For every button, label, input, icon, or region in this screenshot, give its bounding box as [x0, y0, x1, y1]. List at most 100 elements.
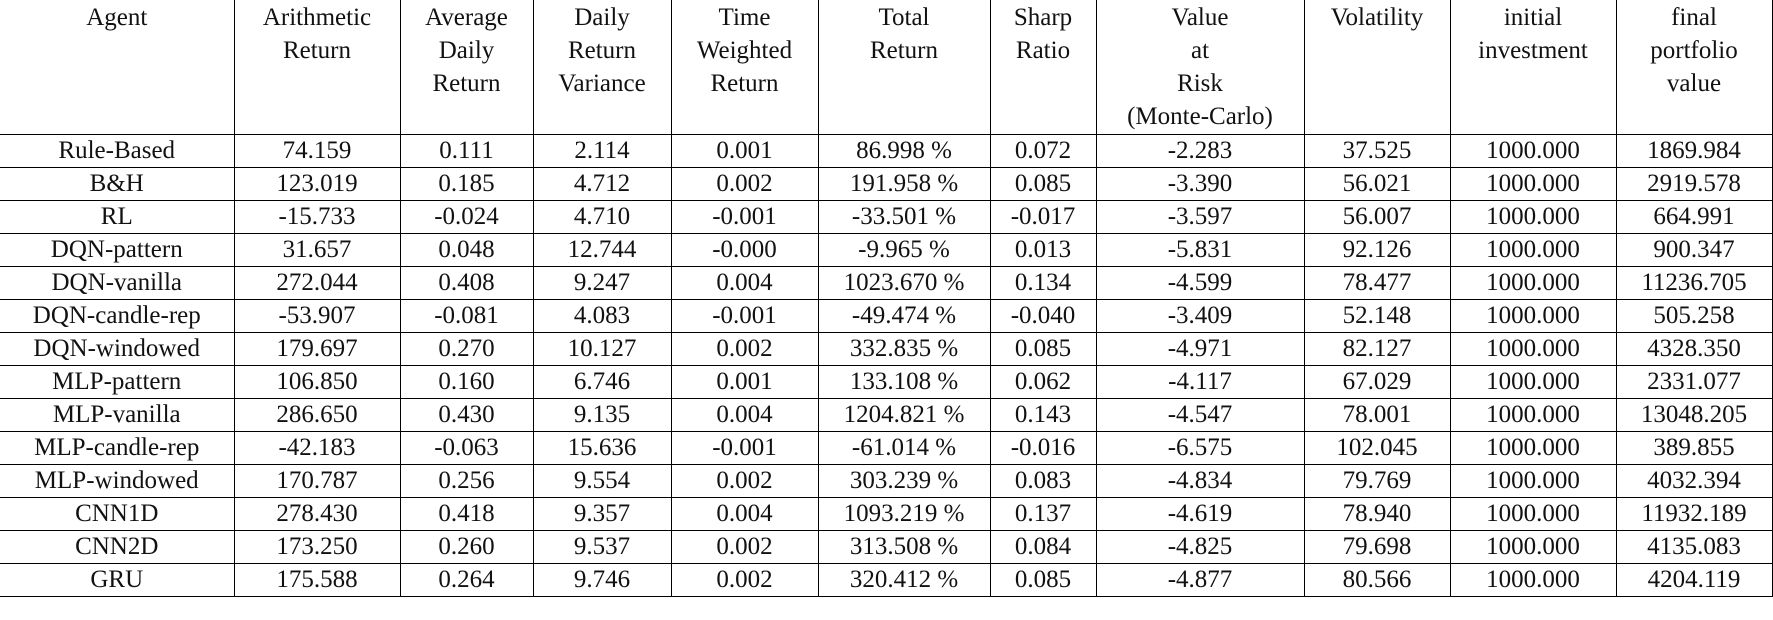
- cell-final-portfolio-value: 11236.705: [1615, 266, 1773, 300]
- cell-value-at-risk: -2.283: [1095, 134, 1305, 168]
- cell-agent: RL: [0, 200, 235, 234]
- cell-daily-return-variance: 15.636: [532, 431, 672, 465]
- cell-average-daily-return: 0.048: [399, 233, 534, 267]
- cell-initial-investment: 1000.000: [1449, 431, 1617, 465]
- cell-total-return: 1093.219 %: [817, 497, 991, 531]
- cell-daily-return-variance: 4.083: [532, 299, 672, 333]
- cell-daily-return-variance: 9.135: [532, 398, 672, 432]
- cell-final-portfolio-value: 4135.083: [1615, 530, 1773, 564]
- cell-total-return: 133.108 %: [817, 365, 991, 399]
- cell-value-at-risk: -6.575: [1095, 431, 1305, 465]
- cell-agent: CNN1D: [0, 497, 235, 531]
- cell-total-return: 191.958 %: [817, 167, 991, 201]
- table-row: DQN-vanilla 272.044 0.408 9.247 0.004 1023.67…: [0, 266, 1773, 300]
- results-table-container: Agent Arithmetic Return Average Daily Re…: [0, 0, 1773, 597]
- results-table: Agent Arithmetic Return Average Daily Re…: [0, 0, 1773, 597]
- cell-total-return: -61.014 %: [817, 431, 991, 465]
- cell-value-at-risk: -3.597: [1095, 200, 1305, 234]
- cell-initial-investment: 1000.000: [1449, 134, 1617, 168]
- cell-initial-investment: 1000.000: [1449, 464, 1617, 498]
- table-row: RL -15.733 -0.024 4.710 -0.001 -33.501 % -0.01…: [0, 200, 1773, 234]
- table-row: CNN1D 278.430 0.418 9.357 0.004 1093.219 % 0.1…: [0, 497, 1773, 531]
- cell-volatility: 52.148: [1303, 299, 1451, 333]
- cell-agent: CNN2D: [0, 530, 235, 564]
- cell-initial-investment: 1000.000: [1449, 299, 1617, 333]
- cell-volatility: 79.769: [1303, 464, 1451, 498]
- cell-initial-investment: 1000.000: [1449, 365, 1617, 399]
- cell-total-return: 86.998 %: [817, 134, 991, 168]
- cell-average-daily-return: -0.024: [399, 200, 534, 234]
- header-average-daily-return: Average Daily Return: [399, 0, 534, 135]
- cell-arithmetic-return: 170.787: [233, 464, 401, 498]
- cell-agent: GRU: [0, 563, 235, 597]
- cell-initial-investment: 1000.000: [1449, 497, 1617, 531]
- cell-value-at-risk: -5.831: [1095, 233, 1305, 267]
- cell-value-at-risk: -4.547: [1095, 398, 1305, 432]
- cell-sharp-ratio: 0.134: [989, 266, 1097, 300]
- cell-time-weighted-return: -0.001: [670, 200, 819, 234]
- header-volatility: Volatility: [1303, 0, 1451, 135]
- table-body: Rule-Based 74.159 0.111 2.114 0.001 86.998 % 0…: [0, 134, 1773, 597]
- cell-average-daily-return: 0.160: [399, 365, 534, 399]
- cell-sharp-ratio: 0.072: [989, 134, 1097, 168]
- cell-time-weighted-return: 0.004: [670, 497, 819, 531]
- header-agent: Agent: [0, 0, 235, 135]
- table-row: DQN-pattern 31.657 0.048 12.744 -0.000 -9.965…: [0, 233, 1773, 267]
- table-row: Rule-Based 74.159 0.111 2.114 0.001 86.998 % 0…: [0, 134, 1773, 168]
- cell-initial-investment: 1000.000: [1449, 200, 1617, 234]
- cell-agent: MLP-candle-rep: [0, 431, 235, 465]
- cell-arithmetic-return: 272.044: [233, 266, 401, 300]
- cell-agent: DQN-pattern: [0, 233, 235, 267]
- header-daily-return-variance: Daily Return Variance: [532, 0, 672, 135]
- cell-sharp-ratio: 0.062: [989, 365, 1097, 399]
- cell-total-return: 332.835 %: [817, 332, 991, 366]
- cell-value-at-risk: -3.390: [1095, 167, 1305, 201]
- cell-final-portfolio-value: 4032.394: [1615, 464, 1773, 498]
- header-initial-investment: initial investment: [1449, 0, 1617, 135]
- cell-agent: MLP-pattern: [0, 365, 235, 399]
- cell-initial-investment: 1000.000: [1449, 233, 1617, 267]
- table-row: MLP-pattern 106.850 0.160 6.746 0.001 133.108…: [0, 365, 1773, 399]
- cell-volatility: 78.477: [1303, 266, 1451, 300]
- cell-daily-return-variance: 10.127: [532, 332, 672, 366]
- cell-average-daily-return: 0.270: [399, 332, 534, 366]
- cell-daily-return-variance: 4.712: [532, 167, 672, 201]
- cell-arithmetic-return: 106.850: [233, 365, 401, 399]
- cell-daily-return-variance: 9.357: [532, 497, 672, 531]
- cell-average-daily-return: 0.264: [399, 563, 534, 597]
- cell-arithmetic-return: -53.907: [233, 299, 401, 333]
- cell-volatility: 82.127: [1303, 332, 1451, 366]
- cell-final-portfolio-value: 4328.350: [1615, 332, 1773, 366]
- cell-final-portfolio-value: 4204.119: [1615, 563, 1773, 597]
- cell-agent: Rule-Based: [0, 134, 235, 168]
- cell-sharp-ratio: 0.085: [989, 167, 1097, 201]
- cell-average-daily-return: 0.185: [399, 167, 534, 201]
- cell-total-return: -33.501 %: [817, 200, 991, 234]
- cell-sharp-ratio: -0.016: [989, 431, 1097, 465]
- header-time-weighted-return: Time Weighted Return: [670, 0, 819, 135]
- cell-volatility: 37.525: [1303, 134, 1451, 168]
- cell-volatility: 78.001: [1303, 398, 1451, 432]
- table-row: CNN2D 173.250 0.260 9.537 0.002 313.508 % 0.08…: [0, 530, 1773, 564]
- cell-arithmetic-return: 31.657: [233, 233, 401, 267]
- table-row: MLP-candle-rep -42.183 -0.063 15.636 -0.001-…: [0, 431, 1773, 465]
- header-final-portfolio-value: final portfolio value: [1615, 0, 1773, 135]
- cell-daily-return-variance: 4.710: [532, 200, 672, 234]
- cell-sharp-ratio: 0.137: [989, 497, 1097, 531]
- table-header: Agent Arithmetic Return Average Daily Re…: [0, 0, 1773, 135]
- cell-value-at-risk: -4.971: [1095, 332, 1305, 366]
- cell-volatility: 78.940: [1303, 497, 1451, 531]
- cell-arithmetic-return: -42.183: [233, 431, 401, 465]
- cell-initial-investment: 1000.000: [1449, 332, 1617, 366]
- cell-volatility: 56.021: [1303, 167, 1451, 201]
- cell-final-portfolio-value: 13048.205: [1615, 398, 1773, 432]
- cell-final-portfolio-value: 1869.984: [1615, 134, 1773, 168]
- cell-value-at-risk: -4.619: [1095, 497, 1305, 531]
- header-value-at-risk: Value at Risk (Monte-Carlo): [1095, 0, 1305, 135]
- cell-initial-investment: 1000.000: [1449, 530, 1617, 564]
- cell-time-weighted-return: -0.000: [670, 233, 819, 267]
- cell-agent: DQN-candle-rep: [0, 299, 235, 333]
- table-row: B&H 123.019 0.185 4.712 0.002 191.958 % 0.085-…: [0, 167, 1773, 201]
- cell-final-portfolio-value: 664.991: [1615, 200, 1773, 234]
- cell-value-at-risk: -3.409: [1095, 299, 1305, 333]
